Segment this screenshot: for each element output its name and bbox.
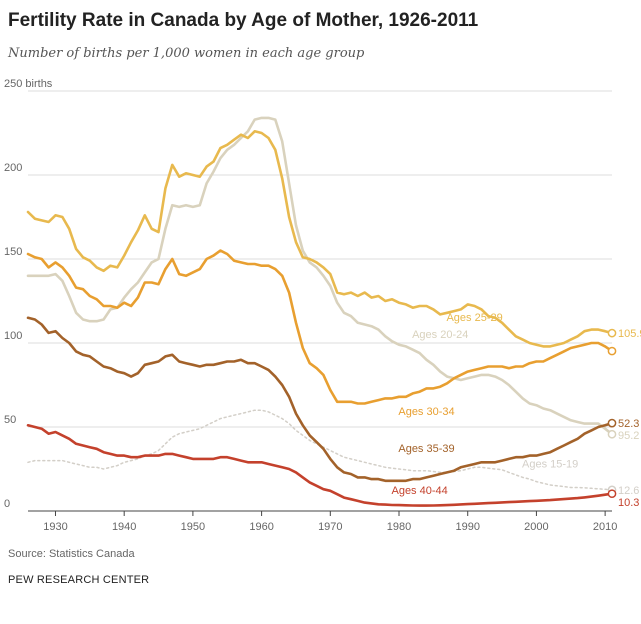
y-tick-label: 0 xyxy=(4,498,10,510)
x-tick-label: 1990 xyxy=(455,521,479,533)
series-line-ages-20-24 xyxy=(26,116,614,436)
source-note: Source: Statistics Canada xyxy=(8,548,135,560)
end-point-ages-20-24 xyxy=(607,429,617,439)
series-line-ages-25-29 xyxy=(26,130,614,348)
x-tick-label: 1940 xyxy=(112,521,136,533)
gridlines xyxy=(28,90,612,428)
end-point-ages-40-44 xyxy=(607,489,617,499)
x-tick-label: 1930 xyxy=(43,521,67,533)
series-lines xyxy=(26,116,614,507)
series-line-ages-30-34 xyxy=(26,249,614,405)
axes: 0 50 100 150 200 250 births 1930 1940 1950 1960 19… xyxy=(4,78,617,533)
end-value-label-ages-25-29: 105.9 xyxy=(618,328,641,340)
series-labels: Ages 15-19 Ages 20-24 Ages 25-29 Ages 30-34… xyxy=(391,312,641,509)
series-label-ages-20-24: Ages 20-24 xyxy=(412,329,468,341)
x-tick-label: 1950 xyxy=(181,521,205,533)
end-point-ages-30-34 xyxy=(607,346,617,356)
end-point-ages-35-39 xyxy=(607,418,617,428)
y-tick-label: 100 xyxy=(4,330,22,342)
series-label-ages-40-44: Ages 40-44 xyxy=(391,485,447,497)
x-tick-label: 2000 xyxy=(524,521,548,533)
x-tick-label: 1970 xyxy=(318,521,342,533)
y-tick-label: 50 xyxy=(4,414,16,426)
end-value-label-ages-20-24: 95.2 xyxy=(618,430,639,442)
end-point-ages-25-29 xyxy=(607,328,617,338)
x-tick-label: 1980 xyxy=(387,521,411,533)
series-line-ages-35-39 xyxy=(26,316,614,483)
series-line-ages-40-44 xyxy=(26,424,614,507)
x-tick-label: 1960 xyxy=(249,521,273,533)
chart-subtitle: Number of births per 1,000 women in each… xyxy=(8,46,365,61)
end-value-label-ages-35-39: 52.3 xyxy=(618,418,639,430)
chart-title: Fertility Rate in Canada by Age of Mothe… xyxy=(8,10,479,31)
x-tick-label: 2010 xyxy=(593,521,617,533)
series-label-ages-35-39: Ages 35-39 xyxy=(398,443,454,455)
series-label-ages-15-19: Ages 15-19 xyxy=(522,458,578,470)
organization-name: PEW RESEARCH CENTER xyxy=(8,574,150,586)
line-chart: 0 50 100 150 200 250 births 1930 1940 1950 1960 19… xyxy=(4,78,641,533)
series-label-ages-30-34: Ages 30-34 xyxy=(398,406,454,418)
y-tick-label: 150 xyxy=(4,246,22,258)
y-tick-label: 200 xyxy=(4,162,22,174)
series-line-ages-15-19 xyxy=(27,409,613,491)
series-label-ages-25-29: Ages 25-29 xyxy=(446,312,502,324)
end-value-label-ages-40-44: 10.3 xyxy=(618,497,639,509)
end-value-label-ages-15-19: 12.6 xyxy=(618,485,639,497)
y-tick-label: 250 births xyxy=(4,78,53,90)
